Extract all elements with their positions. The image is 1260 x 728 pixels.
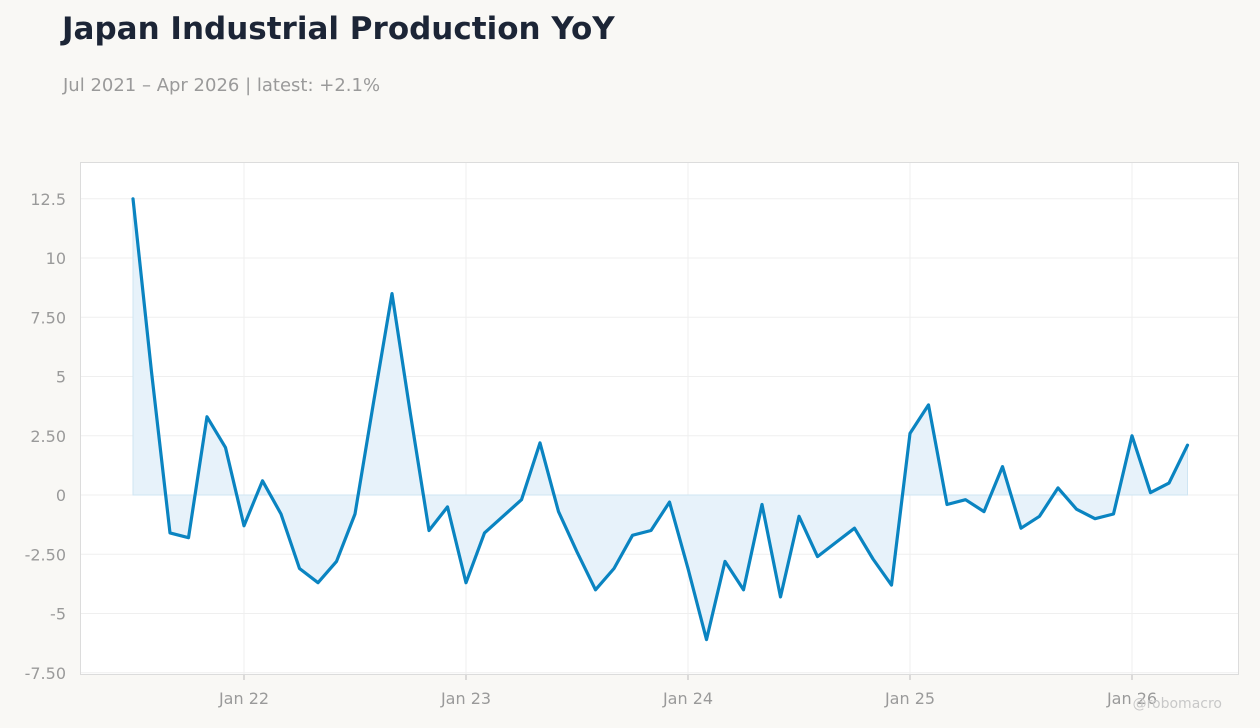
data-point-2022-11 (427, 529, 431, 533)
data-point-2022-12 (446, 505, 450, 509)
x-axis: Jan 22 Jan 23 Jan 24 Jan 25 Jan 26 (218, 675, 1157, 708)
data-point-2024-02 (705, 638, 709, 642)
y-tick-label: 2.50 (30, 427, 66, 446)
y-tick-label: -7.50 (25, 664, 66, 683)
data-point-2021-12 (224, 446, 228, 450)
data-point-2023-08 (594, 588, 598, 592)
data-point-2022-02 (261, 479, 265, 483)
y-tick-label: 5 (56, 368, 66, 387)
data-point-2022-03 (279, 512, 283, 516)
data-point-2025-05 (982, 510, 986, 514)
data-point-2023-02 (483, 531, 487, 535)
data-point-2023-07 (575, 550, 579, 554)
data-point-2025-08 (1038, 514, 1042, 518)
y-tick-label: 7.50 (30, 308, 66, 327)
y-tick-label: 0 (56, 486, 66, 505)
data-point-2025-01 (908, 431, 912, 435)
data-point-2023-10 (631, 533, 635, 537)
data-point-2024-01 (686, 567, 690, 571)
y-axis: 12.5 10 7.50 5 2.50 0 -2.50 -5 -7.50 (25, 190, 66, 683)
data-point-2023-11 (649, 529, 653, 533)
data-point-2022-09 (390, 292, 394, 296)
data-point-2022-01 (242, 524, 246, 528)
data-point-2025-07 (1019, 526, 1023, 530)
data-point-2025-02 (927, 403, 931, 407)
data-point-2023-01 (464, 581, 468, 585)
chart-subtitle: Jul 2021 – Apr 2026 | latest: +2.1% (63, 75, 381, 96)
data-point-2025-12 (1112, 512, 1116, 516)
data-point-2024-04 (742, 588, 746, 592)
data-point-2024-05 (760, 503, 764, 507)
series-line (131, 197, 1190, 642)
data-point-2026-01 (1130, 434, 1134, 438)
data-point-2025-11 (1093, 517, 1097, 521)
data-point-2021-08 (150, 370, 154, 374)
data-point-2023-03 (501, 514, 505, 518)
data-point-2024-10 (853, 526, 857, 530)
x-tick-label: Jan 22 (218, 689, 269, 708)
data-point-2023-04 (520, 498, 524, 502)
data-point-2021-10 (187, 536, 191, 540)
data-point-2025-10 (1075, 507, 1079, 511)
data-point-2025-04 (964, 498, 968, 502)
data-point-2022-06 (335, 559, 339, 563)
plot-area (80, 162, 1239, 675)
x-tick-label: Jan 23 (440, 689, 491, 708)
data-point-2025-03 (945, 503, 949, 507)
x-tick-label: Jan 24 (662, 689, 713, 708)
data-point-2024-03 (723, 559, 727, 563)
y-tick-label: -2.50 (25, 545, 66, 564)
data-point-2023-05 (538, 441, 542, 445)
data-point-2025-09 (1056, 486, 1060, 490)
x-tick-label: Jan 26 (1106, 689, 1157, 708)
data-point-2022-04 (298, 567, 302, 571)
data-point-2022-07 (353, 512, 357, 516)
data-point-2021-09 (168, 531, 172, 535)
data-point-2022-10 (409, 412, 413, 416)
data-point-2024-07 (797, 514, 801, 518)
data-point-2024-11 (871, 557, 875, 561)
data-point-2022-08 (372, 401, 376, 405)
data-point-2023-12 (668, 500, 672, 504)
y-tick-label: 10 (46, 249, 66, 268)
y-tick-label: -5 (50, 605, 66, 624)
plot-border (80, 162, 1239, 675)
data-point-2026-03 (1167, 481, 1171, 485)
data-point-2021-07 (131, 197, 135, 201)
data-point-2022-05 (316, 581, 320, 585)
data-point-2024-09 (834, 540, 838, 544)
chart-title: Japan Industrial Production YoY (62, 11, 615, 47)
data-point-2024-12 (890, 583, 894, 587)
data-point-2024-08 (816, 555, 820, 559)
data-point-2023-06 (557, 510, 561, 514)
data-point-2023-09 (612, 567, 616, 571)
data-point-2025-06 (1001, 465, 1005, 469)
data-point-2021-11 (205, 415, 209, 419)
data-point-2026-02 (1149, 491, 1153, 495)
y-tick-label: 12.5 (30, 190, 66, 209)
x-tick-label: Jan 25 (884, 689, 935, 708)
data-point-2026-04 (1186, 443, 1190, 447)
watermark: @robomacro (1132, 696, 1222, 712)
data-point-2024-06 (779, 595, 783, 599)
